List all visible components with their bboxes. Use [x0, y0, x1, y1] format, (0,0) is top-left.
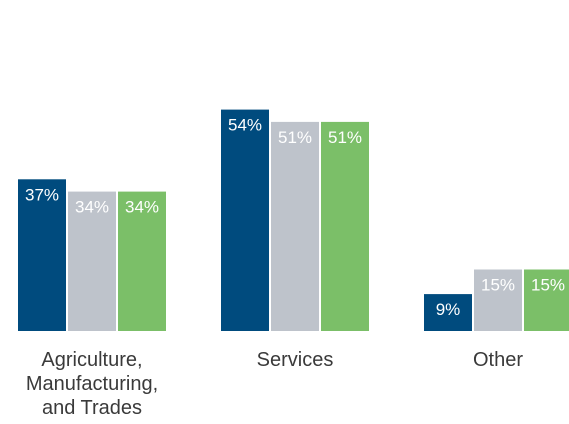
category-label-0-2: and Trades: [42, 397, 142, 419]
bar-0-1: [68, 191, 116, 331]
bar-value-label-2-1: 15%: [481, 276, 515, 295]
bar-value-label-0-0: 37%: [25, 185, 59, 204]
bar-1-0: [221, 109, 269, 331]
bar-value-label-1-0: 54%: [228, 116, 262, 135]
bar-2-1: [474, 269, 522, 331]
bar-value-label-1-1: 51%: [278, 128, 312, 147]
bar-2-2: [524, 269, 569, 331]
category-label-2-0: Other: [473, 349, 523, 371]
bar-value-label-1-2: 51%: [328, 128, 362, 147]
bar-value-label-2-0: 9%: [436, 300, 461, 319]
category-label-1-0: Services: [257, 349, 334, 371]
bar-value-label-0-2: 34%: [125, 198, 159, 217]
category-label-0-1: Manufacturing,: [26, 373, 158, 395]
bar-value-label-0-1: 34%: [75, 198, 109, 217]
bar-0-2: [118, 191, 166, 331]
bar-1-1: [271, 121, 319, 332]
bar-0-0: [18, 179, 66, 331]
bar-1-2: [321, 121, 369, 332]
category-label-0-0: Agriculture,: [41, 349, 142, 371]
bar-2-0: [424, 294, 472, 331]
bar-value-label-2-2: 15%: [531, 276, 565, 295]
